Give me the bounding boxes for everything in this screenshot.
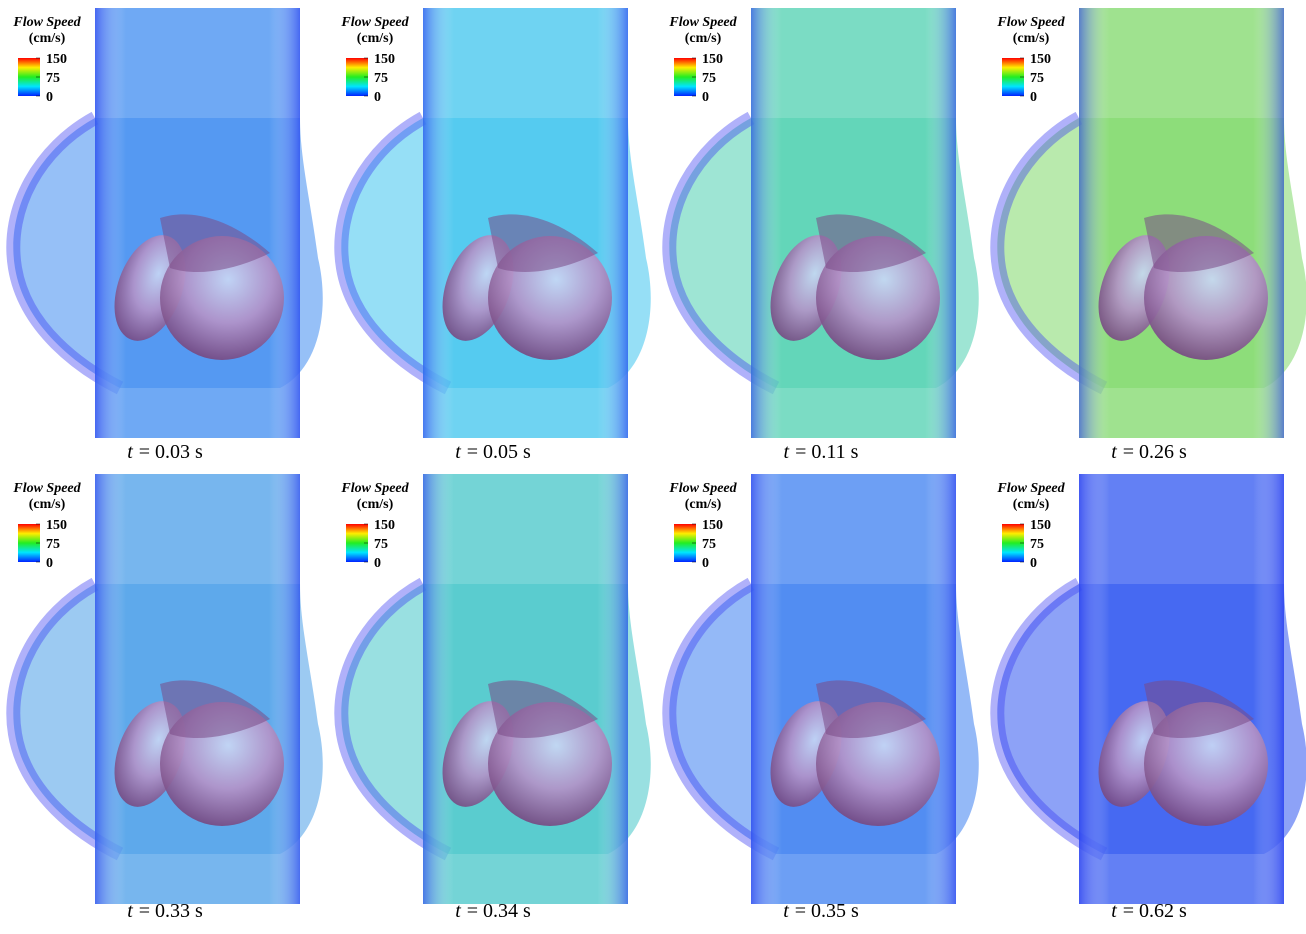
figure: Flow Speed(cm/s)150750t= 0.03 sFlow Spee… <box>0 0 1306 934</box>
colorbar-tick-label: 75 <box>374 71 388 86</box>
colorbar-unit: (cm/s) <box>1013 497 1050 512</box>
colorbar-tick-label: 150 <box>374 518 395 533</box>
colorbar-tick-label: 75 <box>374 537 388 552</box>
colorbar-unit: (cm/s) <box>685 31 722 46</box>
panel: Flow Speed(cm/s) 150 75 0 t = 0.05 s <box>340 8 650 463</box>
time-value: = 0.03 s <box>139 441 203 463</box>
colorbar-tick-label: 0 <box>1030 90 1037 105</box>
time-value: = 0.11 s <box>795 441 859 463</box>
colorbar-title: Flow Speed <box>340 15 409 30</box>
colorbar-tick-label: 0 <box>1030 556 1037 571</box>
panel: Flow Speed(cm/s) 150 75 0 t = 0.33 s <box>12 474 322 922</box>
colorbar-title: Flow Speed <box>996 15 1065 30</box>
panel: Flow Speed(cm/s) 150 75 0 t= 0.11 s <box>668 8 978 463</box>
time-symbol: t <box>127 900 133 922</box>
time-value: = 0.35 s <box>795 900 859 922</box>
time-caption: t = 0.26 s <box>1111 441 1187 463</box>
time-caption: t= 0.11 s <box>784 441 859 463</box>
colorbar-title: Flow Speed <box>12 15 81 30</box>
colorbar-tick-label: 150 <box>46 52 67 67</box>
time-symbol: t <box>1111 441 1117 463</box>
panel: Flow Speed(cm/s) 150 75 0 t = 0.62 s <box>996 474 1306 922</box>
colorbar-tick-label: 150 <box>1030 52 1051 67</box>
panel: Flow Speed(cm/s) 150 75 0 t = 0.34 s <box>340 474 650 922</box>
time-caption: t = 0.34 s <box>455 900 531 922</box>
colorbar-tick-label: 150 <box>46 518 67 533</box>
colorbar-tick-label: 0 <box>702 556 709 571</box>
colorbar-title: Flow Speed <box>668 481 737 496</box>
colorbar-unit: (cm/s) <box>685 497 722 512</box>
colorbar-unit: (cm/s) <box>357 31 394 46</box>
time-symbol: t <box>455 441 461 463</box>
colorbar-title: Flow Speed <box>996 481 1065 496</box>
colorbar-unit: (cm/s) <box>357 497 394 512</box>
colorbar-unit: (cm/s) <box>29 31 66 46</box>
time-value: = 0.33 s <box>139 900 203 922</box>
panel: Flow Speed(cm/s) 150 75 0 t = 0.03 s <box>12 8 322 463</box>
time-value: = 0.26 s <box>1123 441 1187 463</box>
colorbar-title: Flow Speed <box>340 481 409 496</box>
time-symbol: t <box>783 900 789 922</box>
colorbar-tick-label: 0 <box>374 556 381 571</box>
colorbar-tick-label: 0 <box>46 90 53 105</box>
panel: Flow Speed(cm/s) 150 75 0 t = 0.26 s <box>996 8 1306 463</box>
colorbar-tick-label: 0 <box>374 90 381 105</box>
colorbar-unit: (cm/s) <box>29 497 66 512</box>
colorbar-tick-label: 75 <box>46 537 60 552</box>
time-symbol: t <box>1111 900 1117 922</box>
colorbar-tick-label: 75 <box>1030 71 1044 86</box>
colorbar-title: Flow Speed <box>12 481 81 496</box>
time-symbol: t <box>784 441 790 463</box>
colorbar-unit: (cm/s) <box>1013 31 1050 46</box>
colorbar-tick-label: 150 <box>1030 518 1051 533</box>
colorbar-tick-label: 75 <box>1030 537 1044 552</box>
colorbar-tick-label: 150 <box>702 518 723 533</box>
time-caption: t = 0.03 s <box>127 441 203 463</box>
colorbar-tick-label: 0 <box>46 556 53 571</box>
colorbar-tick-label: 75 <box>702 71 716 86</box>
colorbar-tick-label: 0 <box>702 90 709 105</box>
time-value: = 0.62 s <box>1123 900 1187 922</box>
time-caption: t = 0.62 s <box>1111 900 1187 922</box>
time-value: = 0.05 s <box>467 441 531 463</box>
panel: Flow Speed(cm/s) 150 75 0 t = 0.35 s <box>668 474 978 922</box>
colorbar-tick-label: 75 <box>702 537 716 552</box>
time-caption: t = 0.35 s <box>783 900 859 922</box>
time-value: = 0.34 s <box>467 900 531 922</box>
time-symbol: t <box>455 900 461 922</box>
time-symbol: t <box>127 441 133 463</box>
colorbar-tick-label: 150 <box>374 52 395 67</box>
time-caption: t = 0.05 s <box>455 441 531 463</box>
colorbar-tick-label: 75 <box>46 71 60 86</box>
colorbar-tick-label: 150 <box>702 52 723 67</box>
time-caption: t = 0.33 s <box>127 900 203 922</box>
colorbar-title: Flow Speed <box>668 15 737 30</box>
